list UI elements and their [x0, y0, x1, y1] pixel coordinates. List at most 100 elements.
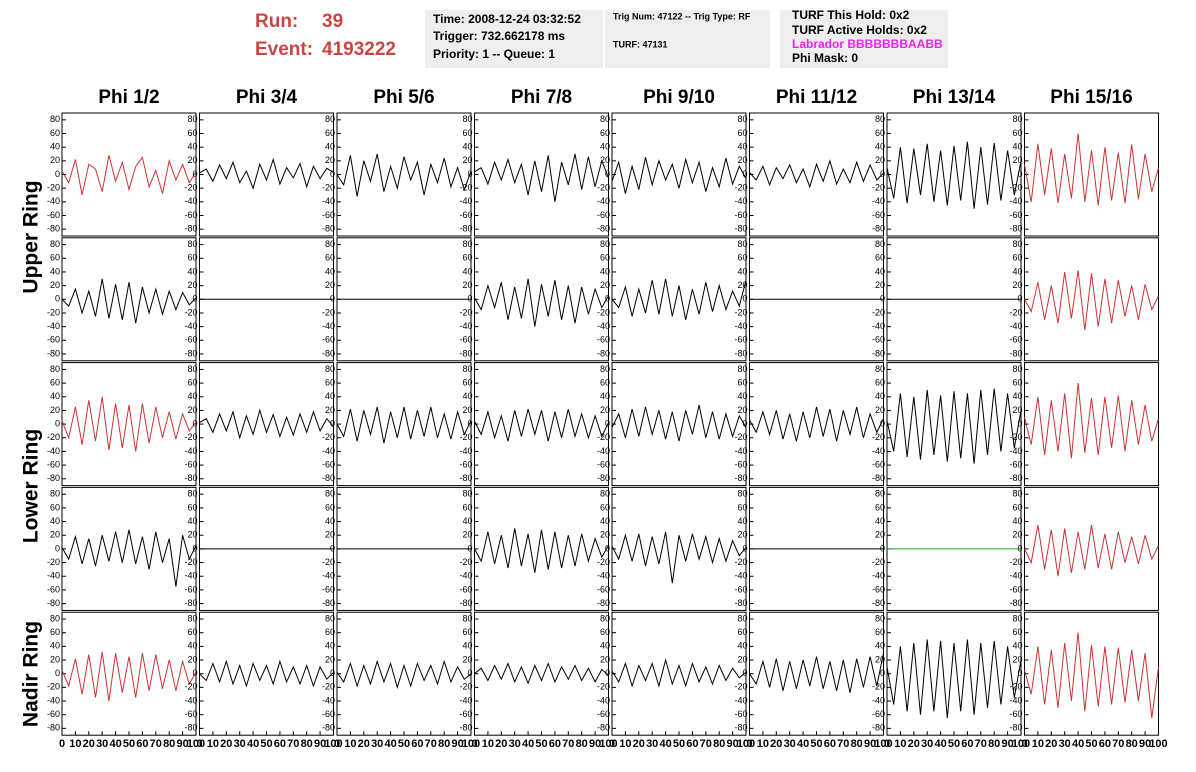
y-tick-label: -40 [184, 196, 197, 206]
y-tick-label: 40 [462, 641, 472, 651]
y-tick-label: 80 [1012, 114, 1022, 124]
x-tick-label: 50 [673, 738, 685, 750]
waveform [611, 157, 747, 194]
x-tick-label: 30 [646, 738, 658, 750]
waveform [749, 406, 884, 442]
y-tick-label: 0 [467, 543, 472, 553]
y-tick-label: -40 [459, 446, 472, 456]
waveform [474, 662, 609, 685]
y-tick-label: 0 [742, 668, 747, 678]
x-tick-label: 70 [975, 738, 987, 750]
y-tick-label: 60 [875, 627, 885, 637]
y-tick-label: -80 [872, 348, 885, 358]
y-tick-label: -20 [47, 557, 60, 567]
y-tick-label: 40 [462, 266, 472, 276]
waveform [611, 404, 747, 442]
x-tick-label: 10 [482, 738, 494, 750]
y-tick-label: -80 [1009, 723, 1022, 733]
y-tick-label: 80 [1012, 489, 1022, 499]
x-tick-label: 30 [784, 738, 796, 750]
waveform [336, 153, 472, 197]
labrador: Labrador BBBBBBBAABB [792, 37, 943, 51]
y-tick-label: -20 [597, 183, 610, 193]
y-tick-label: 40 [737, 516, 747, 526]
y-tick-label: 60 [600, 128, 610, 138]
y-tick-label: 40 [50, 142, 60, 152]
x-tick-label: 50 [123, 738, 135, 750]
waveform [199, 157, 334, 190]
panel-frame [749, 611, 884, 736]
y-tick-label: 20 [50, 654, 60, 664]
y-tick-label: -40 [597, 571, 610, 581]
x-tick-label: 60 [274, 738, 286, 750]
y-tick-label: -20 [1009, 183, 1022, 193]
y-tick-label: -40 [322, 446, 335, 456]
y-tick-label: 40 [187, 266, 197, 276]
x-tick-label: 60 [686, 738, 698, 750]
y-tick-label: -40 [872, 571, 885, 581]
waveform [61, 651, 197, 702]
waveform [1024, 632, 1159, 719]
y-tick-label: 20 [600, 405, 610, 415]
y-tick-label: -80 [47, 348, 60, 358]
time-box [425, 10, 603, 68]
x-tick-label: 70 [837, 738, 849, 750]
y-tick-label: 80 [600, 364, 610, 374]
y-tick-label: -40 [734, 571, 747, 581]
y-tick-label: 20 [875, 654, 885, 664]
x-tick-label: 100 [1012, 738, 1030, 750]
panel-frame [61, 611, 197, 736]
y-tick-label: -20 [459, 307, 472, 317]
x-tick-label: 20 [770, 738, 782, 750]
x-tick-label: 40 [659, 738, 671, 750]
y-tick-label: -20 [184, 432, 197, 442]
y-tick-label: -80 [459, 224, 472, 234]
y-tick-label: -80 [872, 224, 885, 234]
y-tick-label: -80 [322, 348, 335, 358]
y-tick-label: 40 [875, 266, 885, 276]
panel-frame [336, 112, 472, 237]
y-tick-label: -20 [184, 557, 197, 567]
panel-frame [1024, 362, 1159, 487]
y-tick-label: -40 [872, 446, 885, 456]
y-tick-label: -60 [597, 210, 610, 220]
x-tick-label: 100 [737, 738, 755, 750]
y-tick-label: 80 [325, 114, 335, 124]
y-tick-label: 40 [462, 391, 472, 401]
y-tick-label: 0 [467, 169, 472, 179]
y-tick-label: 20 [50, 530, 60, 540]
y-tick-label: -60 [322, 335, 335, 345]
y-tick-label: 80 [875, 239, 885, 249]
y-tick-label: 60 [875, 128, 885, 138]
y-tick-label: -80 [734, 598, 747, 608]
y-tick-label: 60 [462, 128, 472, 138]
x-tick-label: 100 [599, 738, 617, 750]
y-tick-label: 20 [1012, 280, 1022, 290]
x-tick-label: 40 [1072, 738, 1084, 750]
y-tick-label: -60 [597, 335, 610, 345]
panel-frame [611, 611, 747, 736]
y-tick-label: 60 [187, 253, 197, 263]
y-tick-label: 60 [737, 377, 747, 387]
y-tick-label: 80 [600, 489, 610, 499]
y-tick-label: 60 [1012, 253, 1022, 263]
x-tick-label: 60 [136, 738, 148, 750]
y-tick-label: 60 [1012, 128, 1022, 138]
x-tick-label: 100 [324, 738, 342, 750]
x-tick-label: 90 [864, 738, 876, 750]
x-tick-label: 70 [562, 738, 574, 750]
y-tick-label: 20 [50, 405, 60, 415]
x-tick-label: 0 [59, 738, 65, 750]
y-tick-label: 60 [1012, 502, 1022, 512]
x-tick-label: 50 [398, 738, 410, 750]
panel-frame [1024, 112, 1159, 237]
y-tick-label: -20 [322, 682, 335, 692]
y-tick-label: -20 [184, 682, 197, 692]
y-tick-label: -20 [322, 307, 335, 317]
y-tick-label: -60 [1009, 335, 1022, 345]
y-tick-label: 40 [325, 266, 335, 276]
y-tick-label: 80 [462, 364, 472, 374]
y-tick-label: -40 [47, 446, 60, 456]
y-tick-label: 60 [737, 627, 747, 637]
trig-box [605, 10, 770, 68]
